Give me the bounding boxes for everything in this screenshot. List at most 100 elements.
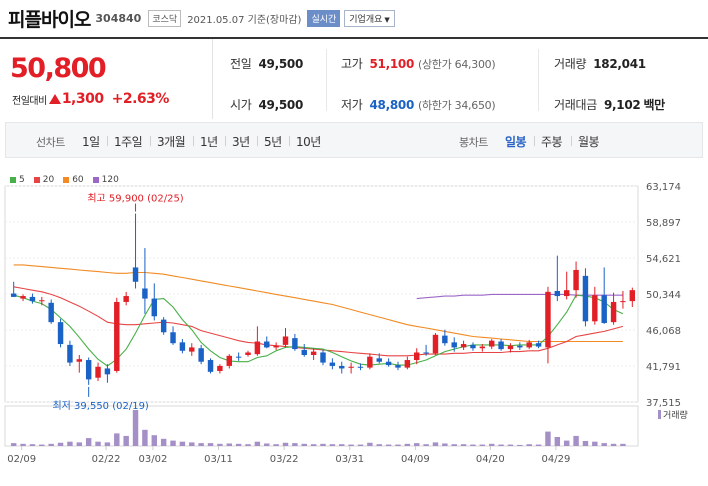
period-5y[interactable]: 5년 (264, 135, 282, 149)
period-1y[interactable]: 1년 (200, 135, 218, 149)
volume-bar (282, 442, 289, 446)
volume-bar (367, 442, 373, 446)
legend-swatch (63, 177, 70, 183)
candle-body (423, 352, 429, 354)
candle-body (189, 347, 195, 352)
candle-body (460, 344, 467, 348)
x-tick-label: 03/02 (138, 454, 167, 465)
candle-body (498, 341, 504, 350)
price-chart[interactable]: 63,174 58,897 54,621 50,344 46,068 41,791 37,5… (0, 180, 708, 486)
volume-bar (451, 444, 457, 446)
candle-body (554, 291, 561, 297)
y-tick-label: 41,791 (646, 362, 681, 373)
candle-body (217, 365, 223, 371)
volume-bar (179, 441, 186, 446)
x-tick-label: 04/09 (401, 454, 430, 465)
volume-bar (310, 444, 317, 446)
price-panel: 50,800 전일대비 1,300 +2.63% (0, 39, 213, 119)
volume-bar (385, 444, 392, 446)
candle-body (48, 302, 54, 323)
candle-monthly[interactable]: 월봉 (578, 135, 600, 149)
stat-value: 182,041 (593, 57, 646, 71)
volume-bar (198, 443, 204, 446)
candle-weekly[interactable]: 주봉 (541, 135, 563, 149)
candle (114, 297, 120, 373)
realtime-button[interactable]: 실시간 (307, 9, 341, 27)
candle (451, 337, 457, 352)
lower-limit: (하한가 34,650) (418, 99, 496, 112)
stat-value: 49,500 (258, 98, 303, 112)
stat-low: 저가 48,800 (하한가 34,650) (341, 96, 496, 113)
volume-bar (545, 431, 551, 446)
period-3y[interactable]: 3년 (232, 135, 250, 149)
change-row: 전일대비 1,300 +2.63% (12, 91, 169, 107)
candle (151, 283, 158, 321)
candle (104, 364, 111, 383)
volume-bar (57, 442, 64, 446)
x-tick-label: 02/22 (92, 454, 121, 465)
period-1d[interactable]: 1일 (82, 135, 100, 149)
candle-body (104, 368, 111, 375)
volume-bar (95, 441, 101, 446)
candle (404, 356, 411, 370)
volume-bar (592, 441, 598, 446)
candle-body (545, 291, 551, 348)
candle-body (301, 349, 307, 355)
stat-label: 거래량 (554, 57, 587, 71)
ma5-line (13, 294, 624, 367)
y-tick-label: 46,068 (646, 326, 681, 337)
volume-bar (348, 444, 354, 446)
volume-bar (470, 444, 476, 446)
stat-label: 저가 (341, 98, 363, 112)
x-tick-label: 04/20 (476, 454, 505, 465)
candle-body (132, 267, 139, 282)
volume-bar (582, 440, 589, 446)
volume-bar (217, 443, 223, 446)
candle (414, 348, 420, 365)
change-percent: +2.63% (111, 91, 170, 107)
current-price: 50,800 (10, 53, 107, 84)
candle-body (273, 345, 279, 348)
candle (67, 340, 73, 366)
candle (57, 318, 64, 348)
volume-bar (488, 443, 495, 446)
candle (170, 326, 176, 345)
stat-value: 51,100 (369, 57, 414, 71)
candle-body (170, 332, 176, 344)
candle-body (479, 346, 486, 349)
candle-body (226, 355, 232, 366)
period-toolbar: 선차트 1일 1주일 3개월 1년 3년 5년 10년 봉차트 일봉 주봉 월봉 (5, 122, 703, 158)
candle-body (629, 290, 636, 302)
candle (498, 338, 504, 351)
candle (282, 328, 289, 348)
toolbar-divider (107, 136, 108, 146)
toolbar-divider (193, 136, 194, 146)
period-3m[interactable]: 3개월 (157, 135, 186, 149)
x-tick-label: 02/09 (7, 454, 36, 465)
stat-open: 시가 49,500 (230, 96, 303, 113)
volume-bar (254, 441, 261, 446)
legend-swatch (92, 177, 99, 183)
candle (95, 362, 101, 382)
volume-bar (610, 443, 617, 446)
volume-bar (423, 444, 429, 446)
volume-bar (170, 440, 176, 446)
candle (395, 361, 401, 371)
volume-bar (85, 438, 92, 446)
period-10y[interactable]: 10년 (296, 135, 321, 149)
stat-high: 고가 51,100 (상한가 64,300) (341, 55, 496, 72)
candle (198, 344, 204, 365)
candle-daily[interactable]: 일봉 (505, 135, 527, 149)
volume-bar (526, 444, 532, 446)
legend-label: 120 (101, 175, 119, 185)
volume-bar (339, 444, 345, 446)
stat-volume: 거래량 182,041 (554, 55, 646, 72)
ma120-line (416, 293, 623, 300)
candle (592, 286, 598, 325)
volume-bar (48, 443, 54, 446)
period-1w[interactable]: 1주일 (114, 135, 143, 149)
ma60-line (13, 264, 623, 343)
company-overview-button[interactable]: 기업개요 ▼ (344, 9, 395, 27)
candle-body (442, 335, 448, 344)
candle-body (488, 340, 495, 347)
